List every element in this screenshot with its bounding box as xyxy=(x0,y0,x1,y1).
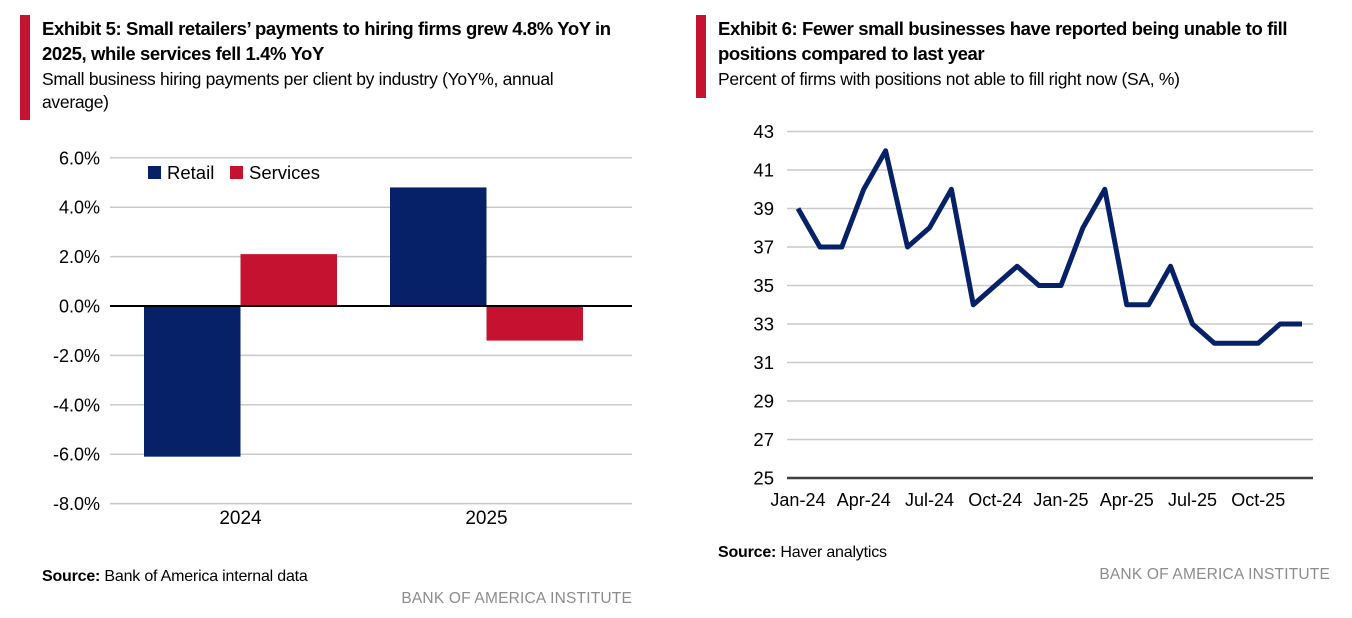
legend-swatch-retail xyxy=(148,166,161,179)
bar-retail-2024 xyxy=(144,306,241,457)
exhibit5-panel: Exhibit 5: Small retailers’ payments to … xyxy=(20,15,632,607)
x-axis-category-label: 2025 xyxy=(465,508,507,529)
x-axis-tick-label: Jul-24 xyxy=(905,490,954,510)
x-axis-tick-label: Jan-25 xyxy=(1033,490,1088,510)
source-text: Bank of America internal data xyxy=(100,568,308,585)
exhibit5-title: Exhibit 5: Small retailers’ payments to … xyxy=(42,18,611,64)
exhibit6-source: Source: Haver analytics xyxy=(718,544,887,562)
legend-label-retail: Retail xyxy=(167,162,214,183)
exhibit6-panel: Exhibit 6: Fewer small businesses have r… xyxy=(676,0,1352,618)
x-axis-tick-label: Jan-24 xyxy=(770,490,825,510)
y-axis-tick-label: 35 xyxy=(753,275,774,296)
source-label: Source: xyxy=(718,544,777,561)
y-axis-tick-label: 2.0% xyxy=(59,247,100,267)
y-axis-tick-label: 25 xyxy=(753,468,774,489)
exhibit5-subtitle: Small business hiring payments per clien… xyxy=(42,69,554,112)
y-axis-tick-label: 33 xyxy=(753,314,774,335)
exhibit5-accent-bar xyxy=(20,15,30,120)
y-axis-tick-label: -4.0% xyxy=(53,395,100,415)
y-axis-tick-label: 4.0% xyxy=(59,198,100,218)
y-axis-tick-label: 41 xyxy=(753,160,774,181)
exhibit5-source: Source: Bank of America internal data xyxy=(42,568,308,586)
x-axis-tick-label: Jul-25 xyxy=(1168,490,1217,510)
bar-services-2025 xyxy=(486,306,583,341)
y-axis-tick-label: 29 xyxy=(753,391,774,412)
x-axis-tick-label: Oct-24 xyxy=(968,490,1022,510)
source-label: Source: xyxy=(42,568,101,585)
exhibit6-institute-footer: BANK OF AMERICA INSTITUTE xyxy=(1099,566,1330,583)
legend-swatch-services xyxy=(230,166,243,179)
y-axis-tick-label: 43 xyxy=(753,121,774,142)
y-axis-tick-label: 0.0% xyxy=(59,297,100,317)
x-axis-tick-label: Oct-25 xyxy=(1231,490,1285,510)
exhibit6-title: Exhibit 6: Fewer small businesses have r… xyxy=(718,18,1288,64)
y-axis-tick-label: -6.0% xyxy=(53,445,100,465)
y-axis-tick-label: -2.0% xyxy=(53,346,100,366)
x-axis-category-label: 2024 xyxy=(219,508,262,529)
bar-retail-2025 xyxy=(390,187,487,306)
unable-to-fill-data-line xyxy=(795,148,1302,346)
y-axis-tick-label: -8.0% xyxy=(53,494,100,514)
source-text: Haver analytics xyxy=(776,544,887,561)
y-axis-tick-label: 6.0% xyxy=(59,148,100,168)
x-axis-tick-label: Apr-24 xyxy=(837,490,891,510)
y-axis-tick-label: 31 xyxy=(753,352,774,373)
y-axis-tick-label: 37 xyxy=(753,237,774,258)
bar-services-2024 xyxy=(240,254,337,306)
y-axis-tick-label: 39 xyxy=(753,198,774,219)
exhibit6-subtitle: Percent of firms with positions not able… xyxy=(718,69,1180,89)
legend-label-services: Services xyxy=(249,162,320,183)
exhibit5-bar-chart: 6.0% 4.0% 2.0% 0.0% -2.0% -4.0% -6.0% -8.0% Reta… xyxy=(53,148,632,529)
y-axis-tick-label: 27 xyxy=(753,429,774,450)
exhibit5-institute-footer: BANK OF AMERICA INSTITUTE xyxy=(401,590,632,607)
exhibit6-accent-bar xyxy=(696,15,706,98)
x-axis-tick-label: Apr-25 xyxy=(1100,490,1154,510)
